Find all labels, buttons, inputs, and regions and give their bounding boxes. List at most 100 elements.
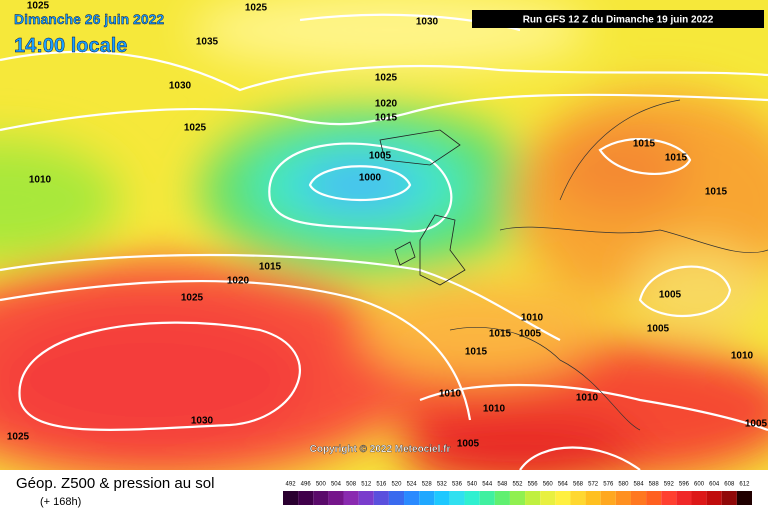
scale-swatch <box>343 491 359 505</box>
scale-swatch <box>464 491 480 505</box>
isobar-labels: 1025 1025 1030 1035 1030 1025 1020 1015 1025 1005… <box>7 1 768 450</box>
scale-swatch <box>434 491 450 505</box>
isobar-label: 1010 <box>483 404 506 415</box>
scale-label: 600 <box>694 482 705 488</box>
scale-swatch <box>540 491 556 505</box>
footer-title: Géop. Z500 & pression au sol <box>16 475 214 492</box>
isobar-label: 1030 <box>191 416 214 427</box>
isobar-label: 1020 <box>375 99 398 110</box>
isobar-label: 1025 <box>245 3 268 14</box>
footer-lead: (+ 168h) <box>40 496 81 508</box>
scale-label: 580 <box>618 482 629 488</box>
scale-swatch <box>691 491 707 505</box>
scale-swatch <box>585 491 601 505</box>
isobar-label: 1005 <box>519 329 542 340</box>
scale-label: 564 <box>558 482 569 488</box>
scale-label: 552 <box>512 482 523 488</box>
isobar-label: 1015 <box>489 329 512 340</box>
scale-label: 524 <box>407 482 418 488</box>
isobar-label: 1005 <box>457 439 480 450</box>
isobar-label: 1015 <box>665 153 688 164</box>
scale-swatch <box>615 491 631 505</box>
run-info: Run GFS 12 Z du Dimanche 19 juin 2022 <box>523 15 714 26</box>
run-box <box>472 10 764 28</box>
scale-label: 528 <box>422 482 433 488</box>
scale-label: 512 <box>361 482 372 488</box>
isobar-label: 1030 <box>416 17 439 28</box>
scale-label: 536 <box>452 482 463 488</box>
isobar-label: 1005 <box>647 324 670 335</box>
scale-swatch <box>736 491 752 505</box>
isobar-label: 1010 <box>576 393 599 404</box>
scale-swatch <box>509 491 526 505</box>
map-field <box>0 0 768 470</box>
scale-swatch <box>525 491 541 505</box>
color-scale: 492 496 500 504 508 512 516 520 524 528 532 536 540 5… <box>283 482 752 505</box>
scale-swatch <box>570 491 586 505</box>
scale-label: 576 <box>603 482 614 488</box>
scale-label: 508 <box>346 482 357 488</box>
scale-swatch <box>328 491 344 505</box>
scale-label: 492 <box>286 482 297 488</box>
scale-label: 516 <box>376 482 387 488</box>
scale-swatch <box>706 491 722 505</box>
isobar-label: 1015 <box>633 139 656 150</box>
scale-swatch <box>373 491 389 505</box>
isobar-label: 1005 <box>659 290 682 301</box>
isobar-label: 1005 <box>369 151 392 162</box>
forecast-date: Dimanche 26 juin 2022 <box>14 11 164 27</box>
scale-label: 560 <box>543 482 554 488</box>
scale-label: 496 <box>301 482 312 488</box>
isobar-label: 1025 <box>181 293 204 304</box>
isobar-label: 1030 <box>169 81 192 92</box>
scale-label: 604 <box>709 482 720 488</box>
scale-swatch <box>419 491 435 505</box>
scale-swatch <box>646 491 662 505</box>
scale-swatch <box>404 491 420 505</box>
scale-swatch <box>449 491 465 505</box>
isobar-label: 1000 <box>359 173 382 184</box>
isobar-label: 1015 <box>705 187 728 198</box>
scale-label: 568 <box>573 482 584 488</box>
isobar-label: 1035 <box>196 37 219 48</box>
scale-label: 520 <box>391 482 402 488</box>
scale-label: 608 <box>724 482 735 488</box>
scale-label: 500 <box>316 482 327 488</box>
scale-label: 544 <box>482 482 493 488</box>
scale-label: 596 <box>679 482 690 488</box>
scale-label: 556 <box>528 482 539 488</box>
isobar-label: 1025 <box>375 73 398 84</box>
scale-swatch <box>283 491 299 505</box>
isobar-label: 1025 <box>7 432 30 443</box>
isobar-label: 1015 <box>259 262 282 273</box>
scale-swatch <box>494 491 510 505</box>
scale-swatch <box>630 491 647 505</box>
scale-swatch <box>358 491 374 505</box>
isobar-label: 1005 <box>745 419 768 430</box>
scale-swatch <box>600 491 616 505</box>
copyright: Copyright © 2022 Meteociel.fr <box>310 444 451 455</box>
scale-swatch <box>479 491 495 505</box>
isobar-label: 1010 <box>29 175 52 186</box>
scale-label: 572 <box>588 482 599 488</box>
scale-swatch <box>676 491 692 505</box>
isobar-label: 1010 <box>439 389 462 400</box>
scale-swatch <box>555 491 571 505</box>
scale-swatch <box>313 491 329 505</box>
scale-label: 532 <box>437 482 448 488</box>
scale-swatch <box>661 491 677 505</box>
scale-label: 584 <box>634 482 645 488</box>
scale-label: 548 <box>497 482 508 488</box>
scale-label: 504 <box>331 482 342 488</box>
isobar-label: 1025 <box>184 123 207 134</box>
forecast-time: 14:00 locale <box>14 35 127 57</box>
isobar-label: 1020 <box>227 276 250 287</box>
scale-label: 588 <box>649 482 660 488</box>
isobar-label: 1015 <box>375 113 398 124</box>
scale-swatch <box>388 491 405 505</box>
scale-label: 612 <box>739 482 750 488</box>
isobar-label: 1025 <box>27 1 50 12</box>
scale-label: 592 <box>664 482 675 488</box>
